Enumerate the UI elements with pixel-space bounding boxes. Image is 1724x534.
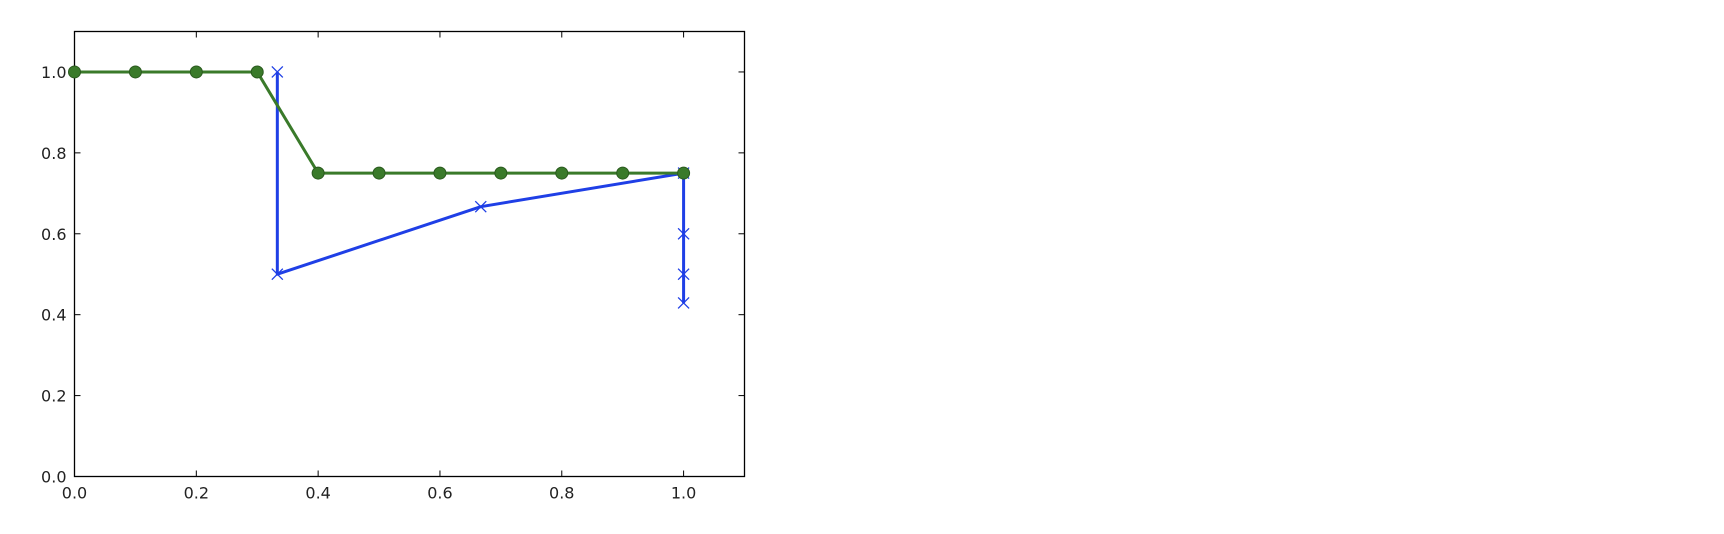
y-tick-label: 0.0 [41, 468, 66, 487]
data-point [474, 200, 487, 213]
x-tick-label: 0.6 [427, 484, 452, 503]
data-point [311, 166, 325, 180]
axis-tick-labels: 0.0 0.2 0.4 0.6 0.8 1.0 0.0 0.2 0.4 0.6 0.8 1.0 [41, 63, 696, 503]
x-tick-label: 0.2 [184, 484, 209, 503]
x-tick-label: 0.4 [305, 484, 330, 503]
data-point [250, 65, 264, 79]
x-tick-label: 0.8 [549, 484, 574, 503]
data-point [128, 65, 142, 79]
data-point [677, 296, 690, 309]
x-tick-label: 1.0 [671, 484, 696, 503]
data-point [189, 65, 203, 79]
y-tick-label: 0.6 [41, 225, 66, 244]
data-point [372, 166, 386, 180]
data-point [271, 268, 284, 281]
data-point [555, 166, 569, 180]
data-point [433, 166, 447, 180]
data-point [494, 166, 508, 180]
y-tick-label: 0.2 [41, 387, 66, 406]
axis-ticks [74, 31, 745, 477]
data-point [271, 65, 284, 78]
series-layer [68, 65, 691, 309]
series-line [74, 70, 684, 175]
data-point [68, 65, 81, 79]
data-point [616, 166, 630, 180]
data-point [677, 166, 691, 180]
y-tick-label: 1.0 [41, 63, 66, 82]
series-line [275, 71, 686, 303]
y-tick-label: 0.4 [41, 306, 66, 325]
plot-frame [73, 30, 746, 478]
x-tick-label: 0.0 [62, 484, 87, 503]
y-tick-label: 0.8 [41, 144, 66, 163]
data-point [677, 227, 690, 240]
series-1 [68, 65, 691, 180]
series-0 [271, 65, 690, 309]
data-point [677, 268, 690, 281]
